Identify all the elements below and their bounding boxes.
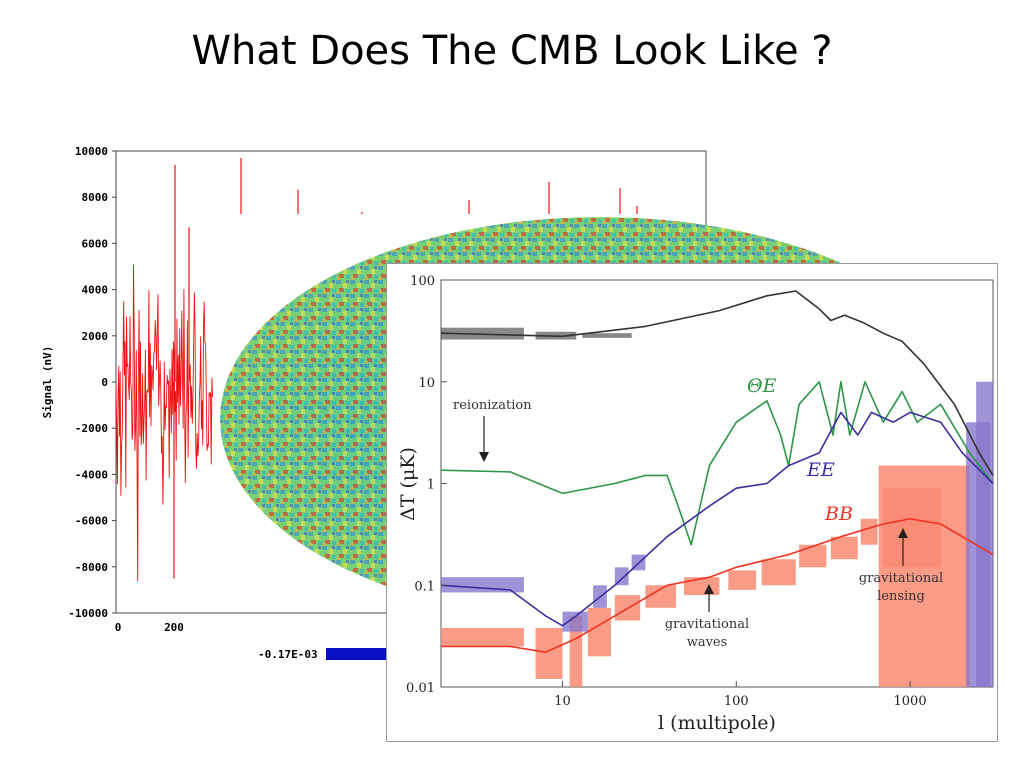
signal-y-tick-label: -8000 <box>75 561 108 574</box>
signal-y-ticks: 10000 8000 6000 4000 2000 0 -2000 -4000 -6000 -80… <box>68 145 116 620</box>
ps-y-tick-label: 10 <box>418 376 435 391</box>
bb-error-box <box>645 585 677 608</box>
ee-error-box <box>976 381 993 687</box>
signal-y-tick-label: 8000 <box>82 191 109 204</box>
signal-noise-line <box>115 264 214 582</box>
bb-error-box <box>883 488 941 568</box>
series-line-tt <box>440 290 994 476</box>
bb-error-box <box>761 559 796 586</box>
bb-error-box <box>860 518 878 545</box>
signal-y-tick-label: -2000 <box>75 422 108 435</box>
signal-y-tick-label: -4000 <box>75 468 108 481</box>
signal-x-tick-label: 0 <box>115 621 122 634</box>
ee-error-box <box>562 611 588 632</box>
bb-error-box <box>587 607 611 657</box>
ps-y-axis-label: ΔT (μK) <box>397 447 419 521</box>
sky-map-colorbar: -0.17E-03 <box>258 648 388 661</box>
grav-lensing-annotation-line2: lensing <box>877 589 925 604</box>
grav-waves-annotation-line2: waves <box>687 635 728 650</box>
ps-x-axis-label: l (multipole) <box>658 712 776 734</box>
signal-x-tick-label: 200 <box>164 621 184 634</box>
ee-error-box <box>614 567 629 586</box>
slide-title: What Does The CMB Look Like ? <box>191 28 833 74</box>
series-line-bb <box>441 518 994 653</box>
colorbar-min-label: -0.17E-03 <box>258 648 318 661</box>
signal-y-tick-label: 0 <box>101 376 108 389</box>
te-curve-label: ΘE <box>747 375 777 397</box>
ps-x-tick-label: 100 <box>724 694 749 709</box>
signal-x-ticks: 0 200 <box>115 621 184 634</box>
grav-lensing-arrowhead <box>898 528 908 538</box>
tt-error-box <box>582 333 632 338</box>
bb-error-box <box>830 536 858 560</box>
grav-waves-arrowhead <box>704 584 714 594</box>
signal-trace <box>115 164 214 582</box>
signal-top-spikes <box>240 158 638 214</box>
bb-error-box <box>441 628 524 647</box>
bb-error-box <box>728 570 757 590</box>
colorbar-bar <box>326 648 388 660</box>
power-spectrum-chart: 10 100 1000 100 10 1 0.1 0.01 l (multipole) ΔT … <box>397 274 994 734</box>
ps-x-tick-label: 1000 <box>894 694 927 709</box>
signal-y-tick-label: 4000 <box>82 284 109 297</box>
reionization-annotation: reionization <box>453 398 532 413</box>
ps-y-tick-label: 0.1 <box>414 579 435 594</box>
signal-y-tick-label: -6000 <box>75 515 108 528</box>
signal-y-tick-label: 2000 <box>82 330 109 343</box>
ee-curve-label: EE <box>806 459 835 481</box>
ps-series-lines <box>440 290 994 653</box>
grav-waves-annotation-line1: gravitational <box>665 617 749 632</box>
signal-y-tick-label: 6000 <box>82 237 109 250</box>
power-spectrum-panel: 10 100 1000 100 10 1 0.1 0.01 l (multipole) ΔT … <box>386 263 998 742</box>
bb-error-box <box>799 544 827 568</box>
ee-error-box <box>441 577 524 593</box>
bb-error-box <box>569 615 583 687</box>
reionization-arrowhead <box>479 452 489 462</box>
signal-y-axis-label: Signal (nV) <box>41 346 54 419</box>
bb-error-box <box>535 628 563 679</box>
grav-lensing-annotation-line1: gravitational <box>859 571 943 586</box>
ps-y-tick-label: 100 <box>410 274 435 289</box>
signal-y-tick-label: 10000 <box>75 145 108 158</box>
bb-error-box <box>683 577 720 596</box>
signal-y-tick-label: -10000 <box>68 607 108 620</box>
series-line-ee <box>440 411 994 627</box>
bb-curve-label: BB <box>824 503 853 525</box>
ps-y-tick-label: 0.01 <box>406 681 435 696</box>
ps-axis-ticks: 10 100 1000 100 10 1 0.1 0.01 <box>406 274 927 709</box>
ps-y-tick-label: 1 <box>427 478 435 493</box>
ps-x-tick-label: 10 <box>554 694 571 709</box>
